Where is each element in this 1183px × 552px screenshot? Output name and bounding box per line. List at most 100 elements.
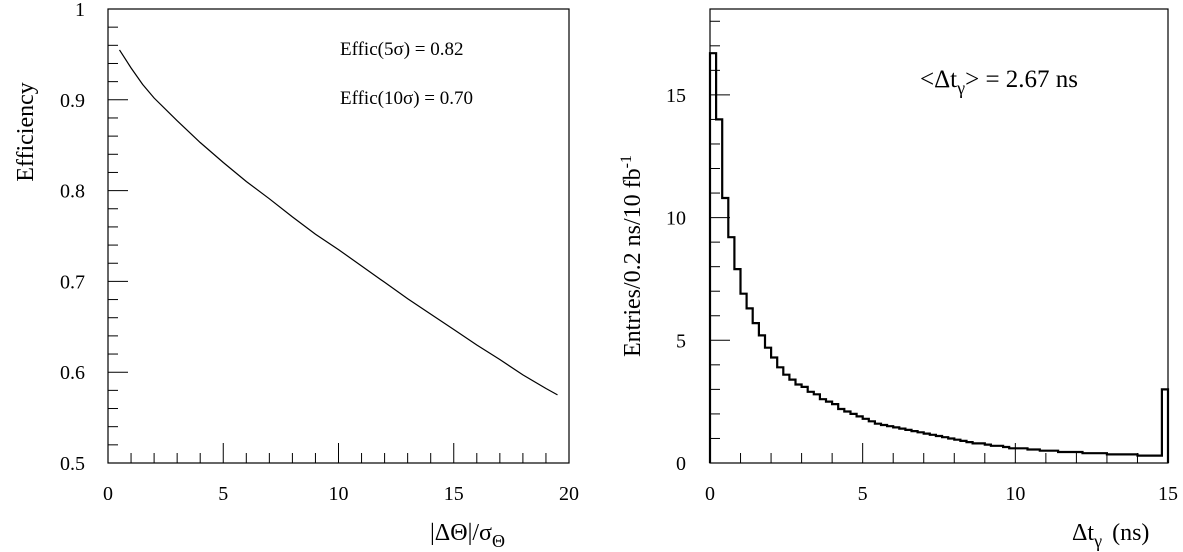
x-tick-label: 10	[329, 483, 349, 505]
histogram-bin	[734, 269, 740, 463]
histogram-bin	[1046, 451, 1052, 463]
histogram-bin	[1150, 456, 1156, 463]
efficiency-tick-labels: 0 5 10 15 20 0.5 0.6 0.7 0.8 0.9 1	[60, 0, 579, 505]
histogram-bin	[814, 394, 820, 463]
y-tick-label: 0.6	[60, 362, 85, 384]
histogram-outline	[708, 52, 1170, 463]
histogram-bin	[1015, 448, 1021, 463]
histogram-bin	[930, 435, 936, 463]
histogram-bin	[838, 409, 844, 463]
efficiency-plot-frame	[107, 8, 570, 464]
histogram-bin	[936, 436, 942, 463]
histogram-bin	[1009, 448, 1015, 463]
annotation-effic-10sigma: Effic(10σ) = 0.70	[340, 88, 473, 109]
histogram-bin	[973, 443, 979, 463]
histogram-bin	[826, 402, 832, 463]
histogram-bin	[789, 380, 795, 463]
histogram-bin	[1156, 456, 1162, 463]
efficiency-y-axis-title: Efficiency	[13, 82, 39, 182]
histogram-y-axis-title: Entries/0.2 ns/10 fb-1	[618, 155, 646, 357]
histogram-bin	[991, 446, 997, 463]
histogram-bin	[875, 424, 881, 463]
histogram-bin	[1119, 454, 1125, 463]
histogram-bin	[783, 375, 789, 463]
histogram-bin	[1064, 452, 1070, 463]
histogram-bin	[765, 348, 771, 463]
histogram-bin	[881, 425, 887, 463]
histogram-bin	[1144, 456, 1150, 463]
histogram-bin	[1107, 454, 1113, 463]
histogram-bin	[747, 308, 753, 463]
histogram-bin	[960, 441, 966, 463]
histogram-bin	[851, 414, 857, 463]
y-tick-label: 1	[75, 0, 85, 21]
x-tick-label: 5	[858, 483, 868, 505]
histogram-bin	[857, 416, 863, 463]
histogram-bin	[1058, 452, 1064, 463]
histogram-bin	[771, 358, 777, 464]
annotation-effic-5sigma: Effic(5σ) = 0.82	[340, 39, 464, 60]
histogram-bin	[844, 412, 850, 464]
histogram-bin	[753, 323, 759, 463]
x-tick-label: 15	[444, 483, 464, 505]
efficiency-x-axis-title: |ΔΘ|/σΘ	[430, 520, 505, 551]
histogram-bin	[796, 385, 802, 464]
histogram-bin	[1138, 456, 1144, 463]
histogram-bin	[967, 442, 973, 463]
y-tick-label: 0.5	[60, 453, 85, 475]
y-tick-label: 0	[676, 453, 686, 475]
histogram-bin	[1113, 454, 1119, 463]
histogram-bin	[899, 429, 905, 463]
histogram-bin	[893, 427, 899, 463]
histogram-bin	[863, 419, 869, 463]
histogram-bin	[905, 430, 911, 463]
x-tick-label: 15	[1158, 483, 1178, 505]
histogram-bin	[802, 387, 808, 463]
y-tick-label: 0.7	[60, 271, 85, 293]
y-tick-label: 0.8	[60, 181, 85, 203]
histogram-bin	[808, 392, 814, 463]
y-tick-label: 15	[666, 85, 686, 107]
histogram-tick-labels: 0 5 10 15 0 5 10 15	[666, 85, 1178, 505]
histogram-bin	[1040, 451, 1046, 463]
histogram-bin	[948, 439, 954, 464]
histogram-bin	[1125, 454, 1131, 463]
y-tick-label: 10	[666, 208, 686, 230]
histogram-bin	[832, 404, 838, 463]
mean-time-annotation: <Δtγ> = 2.67 ns	[920, 66, 1078, 98]
histogram-bins	[710, 53, 1168, 463]
histogram-bin	[1095, 453, 1101, 463]
histogram-bin	[741, 294, 747, 463]
histogram-bin	[1028, 450, 1034, 464]
efficiency-chart: 0 5 10 15 20 0.5 0.6 0.7 0.8 0.9 1 Efficiency |ΔΘ|…	[13, 0, 579, 551]
histogram-bin	[777, 367, 783, 463]
x-tick-label: 0	[103, 483, 113, 505]
histogram-bin	[1083, 453, 1089, 463]
x-tick-label: 20	[559, 483, 579, 505]
histogram-bin	[918, 432, 924, 463]
x-tick-label: 0	[705, 483, 715, 505]
histogram-bin	[1089, 453, 1095, 463]
efficiency-axis-ticks	[107, 8, 570, 464]
histogram-x-axis-title: Δtγ (ns)	[1072, 520, 1149, 551]
histogram-bin	[820, 399, 826, 463]
histogram-bin	[924, 434, 930, 463]
histogram-bin	[912, 431, 918, 463]
histogram-bin	[997, 446, 1003, 463]
efficiency-curve	[118, 49, 558, 396]
histogram-bin	[979, 443, 985, 463]
histogram-bin	[985, 445, 991, 463]
histogram-bin	[869, 421, 875, 463]
histogram-bin	[1070, 452, 1076, 463]
histogram-bin	[954, 440, 960, 463]
histogram-bin	[942, 437, 948, 463]
x-tick-label: 5	[218, 483, 228, 505]
histogram-bin	[759, 335, 765, 463]
histogram-bin	[887, 426, 893, 463]
timing-histogram: 0 5 10 15 0 5 10 15 Entries/0.2 ns/10 fb-1 Δtγ(…	[618, 8, 1178, 551]
histogram-bin	[728, 237, 734, 463]
y-tick-label: 0.9	[60, 90, 85, 112]
y-tick-label: 5	[676, 330, 686, 352]
x-tick-label: 10	[1005, 483, 1025, 505]
